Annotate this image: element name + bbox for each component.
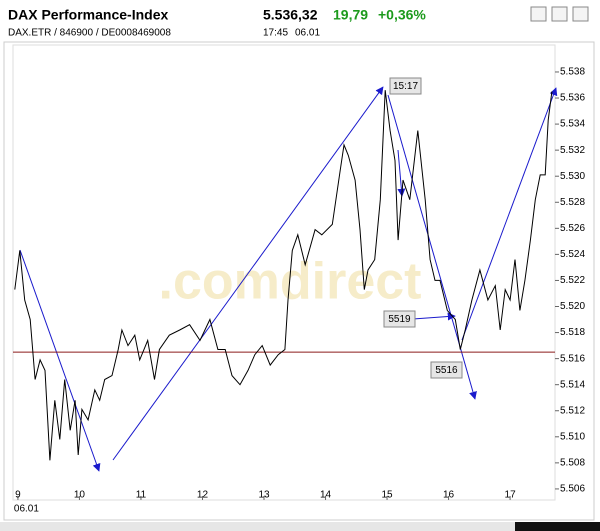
y-tick-label: 5.512 [560, 405, 585, 416]
y-tick-label: 5.528 [560, 197, 585, 208]
y-tick-label: 5.514 [560, 379, 585, 390]
x-tick-label: 10 [74, 490, 86, 501]
y-tick-label: 5.520 [560, 301, 585, 312]
y-tick-label: 5.534 [560, 119, 585, 130]
y-tick-label: 5.506 [560, 484, 585, 495]
x-tick-label: 14 [320, 490, 332, 501]
date-label: 06.01 [14, 504, 39, 515]
annotation-box [430, 361, 463, 379]
y-tick-label: 5.518 [560, 327, 585, 338]
change-pct: +0,36% [378, 7, 426, 23]
x-tick-label: 12 [197, 490, 209, 501]
icon-print[interactable] [572, 6, 589, 22]
price: 5.536,32 [263, 7, 318, 23]
annotation: 15:17 [393, 81, 418, 92]
y-tick-label: 5.530 [560, 171, 585, 182]
y-tick-label: 5.510 [560, 431, 585, 442]
frame [3, 41, 595, 521]
ids: DAX.ETR / 846900 / DE0008469008 [8, 28, 171, 39]
scroll-thumb[interactable] [515, 522, 600, 531]
arrow [397, 149, 406, 197]
x-tick-label: 16 [443, 490, 455, 501]
toolbar[interactable] [530, 6, 589, 22]
annotation: 5519 [388, 314, 411, 325]
y-tick-label: 5.522 [560, 275, 585, 286]
annotation: 5516 [435, 365, 458, 376]
x-tick-label: 9 [15, 490, 21, 501]
icon-chart[interactable] [530, 6, 547, 22]
y-tick-label: 5.536 [560, 93, 585, 104]
y-tick-label: 5.524 [560, 249, 585, 260]
time: 17:45 [263, 28, 288, 39]
arrow [19, 249, 101, 472]
arrow [461, 87, 558, 341]
x-tick-label: 17 [505, 490, 517, 501]
arrow [112, 86, 384, 461]
y-tick-label: 5.516 [560, 353, 585, 364]
annotation-box [389, 77, 422, 95]
price-line [14, 90, 553, 461]
icon-news[interactable] [551, 6, 568, 22]
x-tick-label: 13 [258, 490, 270, 501]
scrollbar[interactable] [0, 522, 600, 531]
x-tick-label: 11 [136, 490, 147, 501]
plot-area [12, 44, 556, 501]
annotation-box [383, 310, 416, 328]
y-tick-label: 5.508 [560, 458, 585, 469]
arrow [412, 312, 456, 321]
date: 06.01 [295, 28, 320, 39]
y-tick-label: 5.526 [560, 223, 585, 234]
title: DAX Performance-Index [8, 7, 168, 23]
y-tick-label: 5.532 [560, 145, 585, 156]
y-tick-label: 5.538 [560, 67, 585, 78]
change: 19,79 [333, 7, 368, 23]
x-tick-label: 15 [381, 490, 393, 501]
